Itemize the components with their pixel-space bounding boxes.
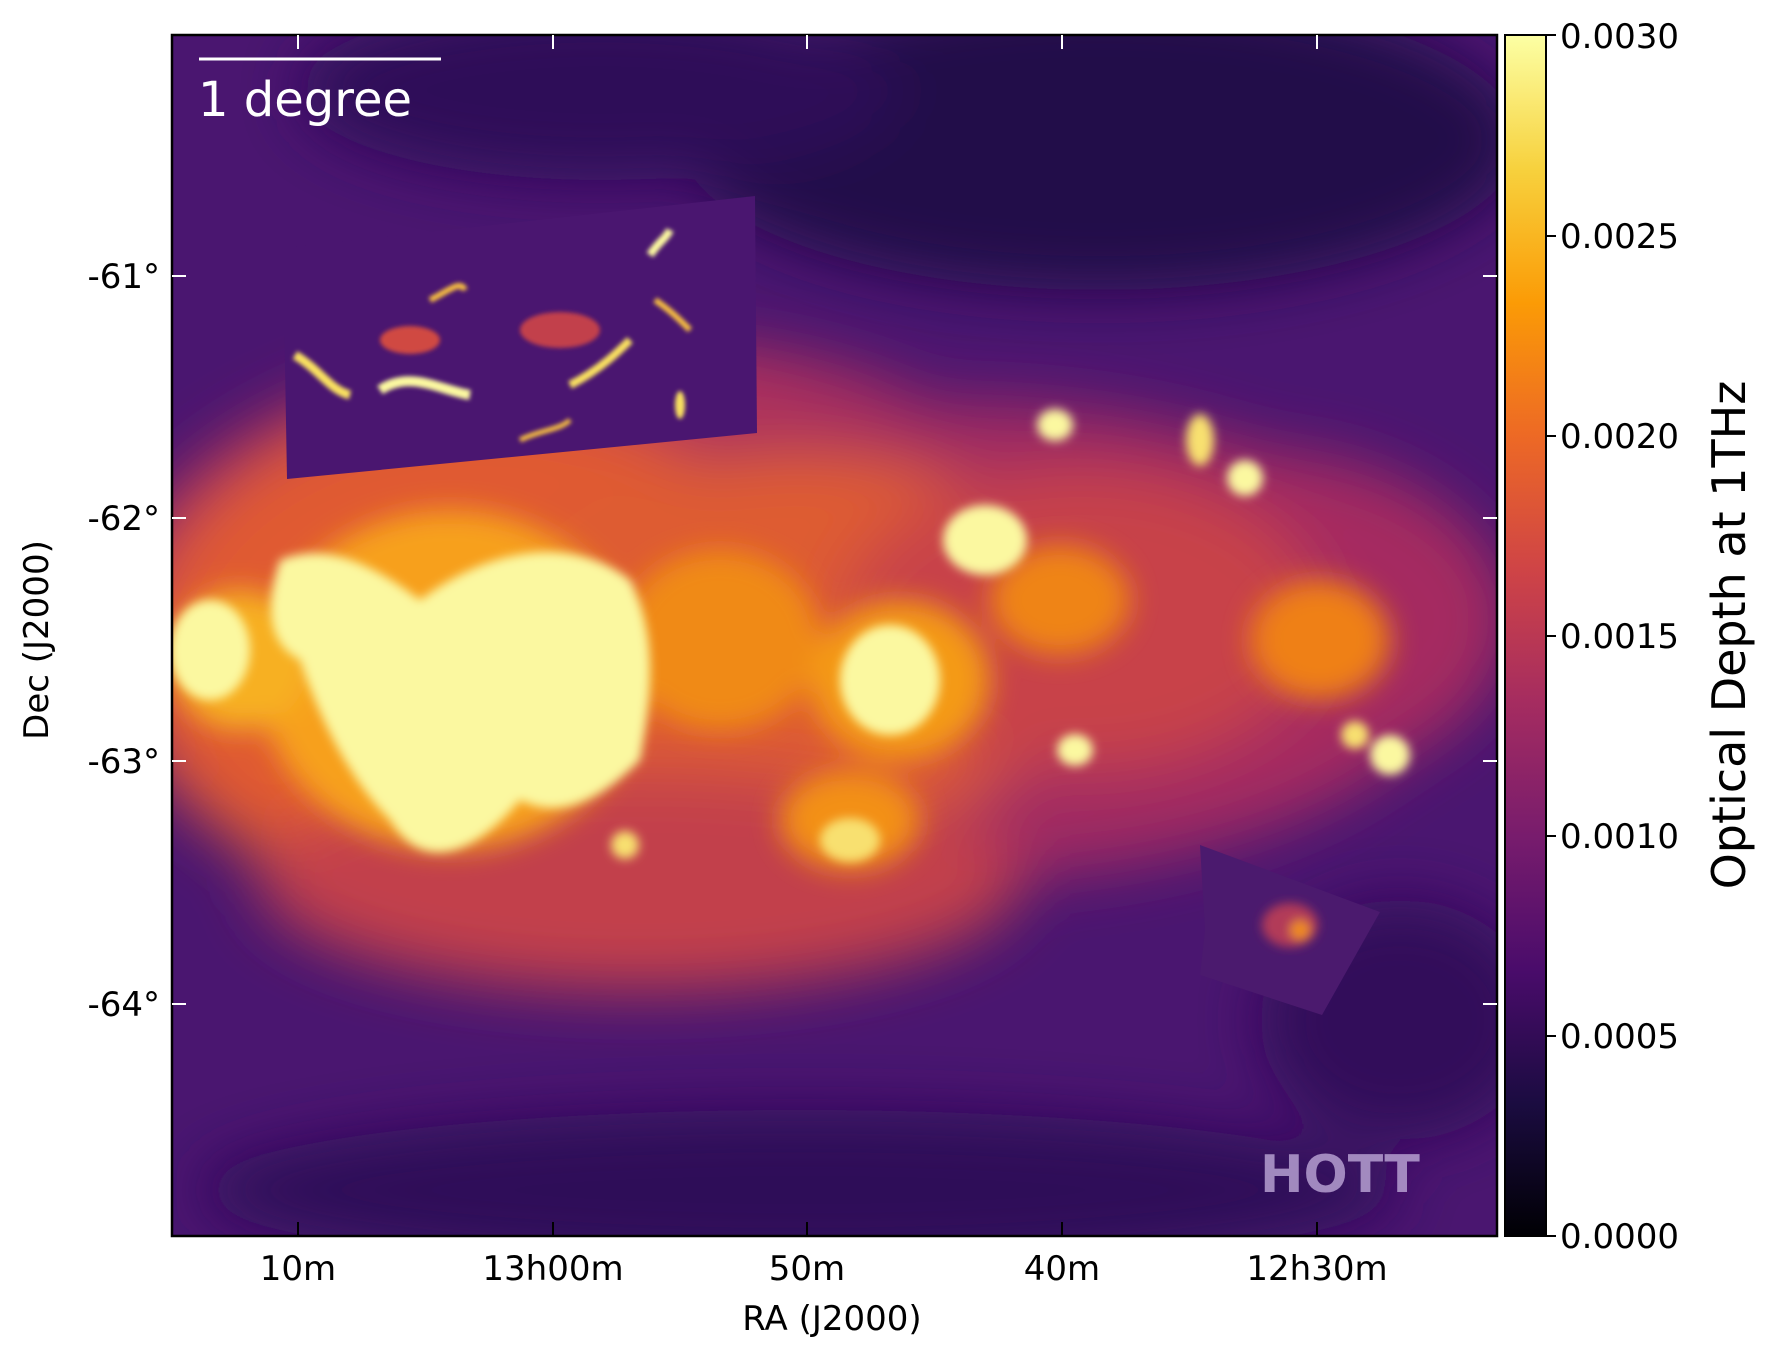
colorbar-gradient <box>1504 34 1547 1237</box>
colorbar-tick-label: 0.0025 <box>1560 217 1679 257</box>
dust-map <box>172 35 1497 1236</box>
y-axis: -61° -62° -63° -64° Dec (J2000) <box>17 257 1497 1025</box>
watermark-text: HOTT <box>1260 1145 1420 1205</box>
x-axis-label: RA (J2000) <box>742 1299 921 1339</box>
colorbar-ticks <box>1546 34 1556 1237</box>
x-tick-label: 10m <box>260 1249 336 1289</box>
x-tick-label: 40m <box>1024 1249 1100 1289</box>
colorbar-label: Optical Depth at 1THz <box>1702 381 1756 890</box>
y-tick-label: -63° <box>87 742 160 782</box>
x-tick-label: 13h00m <box>482 1249 623 1289</box>
colorbar-tick-label: 0.0015 <box>1560 617 1679 657</box>
x-tick-label: 12h30m <box>1246 1249 1387 1289</box>
scale-bar-label: 1 degree <box>198 72 412 128</box>
y-tick-label: -64° <box>87 985 160 1025</box>
y-tick-label: -62° <box>87 499 160 539</box>
plot-frame <box>170 33 1499 1238</box>
colorbar-tick-label: 0.0005 <box>1560 1017 1679 1057</box>
colorbar-tick-label: 0.0000 <box>1560 1217 1679 1257</box>
x-tick-label: 50m <box>769 1249 845 1289</box>
colorbar-tick-label: 0.0020 <box>1560 417 1679 457</box>
x-axis: 10m 13h00m 50m 40m 12h30m RA (J2000) <box>260 35 1388 1339</box>
colorbar-tick-label: 0.0030 <box>1560 17 1679 57</box>
y-axis-label: Dec (J2000) <box>17 540 57 740</box>
colorbar-tick-label: 0.0010 <box>1560 817 1679 857</box>
y-tick-label: -61° <box>87 257 160 297</box>
colorbar: 0.0000 0.0005 0.0010 0.0015 0.0020 0.002… <box>1504 17 1756 1257</box>
